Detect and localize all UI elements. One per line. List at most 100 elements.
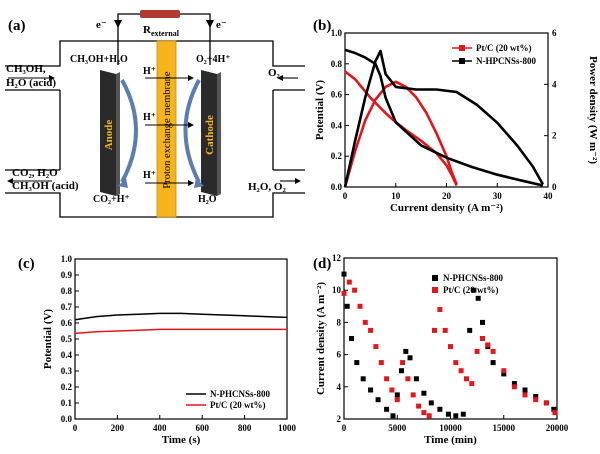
anode-electrode <box>100 70 116 196</box>
membrane-label: Proton exchange membrane <box>162 71 173 189</box>
series-line-2 <box>344 48 544 187</box>
series-1-point <box>453 360 459 366</box>
series-1-point <box>426 413 432 419</box>
series-0-point <box>413 376 419 382</box>
series-1-point <box>357 303 363 309</box>
y-tick-label: 0.3 <box>61 366 73 376</box>
y-tick-label: 8 <box>337 317 342 327</box>
series-0-point <box>390 413 396 419</box>
anode-flow-arrow <box>120 79 138 183</box>
x-tick-label: 0 <box>342 423 347 433</box>
y-tick-label: 0.8 <box>61 286 73 296</box>
x-tick-label: 600 <box>195 423 209 433</box>
y-tick-label: 0.8 <box>331 59 343 69</box>
x-tick-label: 0 <box>73 423 78 433</box>
cathode-electrode <box>201 70 217 196</box>
series-line-3 <box>343 49 545 188</box>
legend-label-1: Pt/C (20 wt%) <box>443 285 499 295</box>
series-1-point <box>416 403 422 409</box>
series-0-point <box>501 371 507 377</box>
series-1-point <box>400 360 406 366</box>
cathode-flow-arrow <box>183 79 201 183</box>
panel-d-label: (d) <box>313 256 331 272</box>
y2-tick-label: 4 <box>552 79 557 89</box>
anode-label: Anode <box>103 120 115 151</box>
series-0-point <box>421 390 427 396</box>
series-0-point <box>349 336 354 341</box>
resistor <box>140 10 180 18</box>
series-1-point <box>432 327 437 333</box>
series-1-point <box>373 344 379 350</box>
series-1-point <box>352 287 358 293</box>
legend-label: N-PHCNSs-800 <box>210 389 270 399</box>
series-1-point <box>437 307 443 312</box>
anode-product-label: CO₂+H⁺ <box>93 194 130 205</box>
y2-tick-label: 6 <box>552 28 557 38</box>
series-0-point <box>471 287 477 293</box>
legend-label: Pt/C (20 wt%) <box>476 43 532 53</box>
series-1-point <box>405 376 411 382</box>
x-tick-label: 400 <box>153 423 167 433</box>
proton-label-3: H⁺ <box>143 170 156 181</box>
x-tick-label: 10 <box>391 191 401 201</box>
electron-arrow-left <box>114 20 122 28</box>
series-0-point <box>522 387 528 393</box>
proton-arrowhead-1 <box>188 75 194 81</box>
cathode-product-label: H₂O <box>198 194 217 205</box>
electron-label-left: e⁻ <box>96 19 107 31</box>
y-tick-label: 1.0 <box>61 254 73 264</box>
anode-flow-arrowhead <box>118 178 128 188</box>
proton-arrowhead-2 <box>188 122 194 128</box>
series-1-point <box>480 336 485 341</box>
series-1-point <box>442 327 448 333</box>
cathode-edge <box>217 72 221 196</box>
panel-c-label: (c) <box>18 256 35 272</box>
series-0-point <box>354 360 360 366</box>
series-1-point <box>552 410 558 416</box>
y-tick-label: 6 <box>337 350 342 360</box>
left-input-label-2: H₂O (acid) <box>6 77 56 89</box>
series-1-point <box>469 381 475 387</box>
series-0-point <box>445 411 451 417</box>
series-1-point <box>474 348 480 354</box>
series-0-point <box>533 394 539 399</box>
proton-exchange-membrane <box>156 40 177 218</box>
y2-tick-label: 0 <box>552 182 557 192</box>
left-output-label-1: CO₂, H₂O <box>12 167 58 179</box>
series-1-point <box>501 368 507 374</box>
y-tick-label: 0.0 <box>61 414 73 424</box>
oxygen-inlet-arrowhead <box>277 75 283 81</box>
panel-d-current-chart: (d) 0 5000 10000 15000 20000 2 4 6 8 10 12 Time (min… <box>313 253 569 446</box>
series-0-point <box>384 406 390 412</box>
series-1-point <box>511 384 517 390</box>
series-0-point <box>341 271 347 277</box>
legend-marker <box>459 45 465 51</box>
series-1-point <box>394 397 400 403</box>
series-1-point <box>448 344 453 350</box>
cathode-label: Cathode <box>204 115 216 155</box>
cathode-flow-arrowhead <box>194 178 204 188</box>
series-1-point <box>341 290 347 296</box>
series-1-point <box>378 360 384 366</box>
series-0-point <box>360 376 366 382</box>
series-0-point <box>428 400 434 406</box>
y-axis-label: Current density (A m⁻²) <box>315 282 327 395</box>
proton-label-1: H⁺ <box>143 66 156 77</box>
fuel-outlet-arrowhead <box>7 178 13 184</box>
series-0-point <box>453 413 459 419</box>
series-1-point <box>389 387 395 393</box>
y-tick-label: 0.6 <box>61 318 73 328</box>
panel-a: (a) Rexternal e⁻ e⁻ Anode Cathode Proton… <box>5 10 305 218</box>
series-line-0 <box>74 312 288 321</box>
series-0-point <box>403 348 409 354</box>
y-tick-label: 1.0 <box>331 28 343 38</box>
y-tick-label: 0.2 <box>61 382 73 392</box>
legend-marker <box>459 58 465 64</box>
proton-label-2: H⁺ <box>143 112 156 123</box>
series-0-point <box>511 381 517 387</box>
series-1-point <box>543 400 549 406</box>
series-1-point <box>533 397 539 403</box>
series-0-point <box>551 406 557 412</box>
